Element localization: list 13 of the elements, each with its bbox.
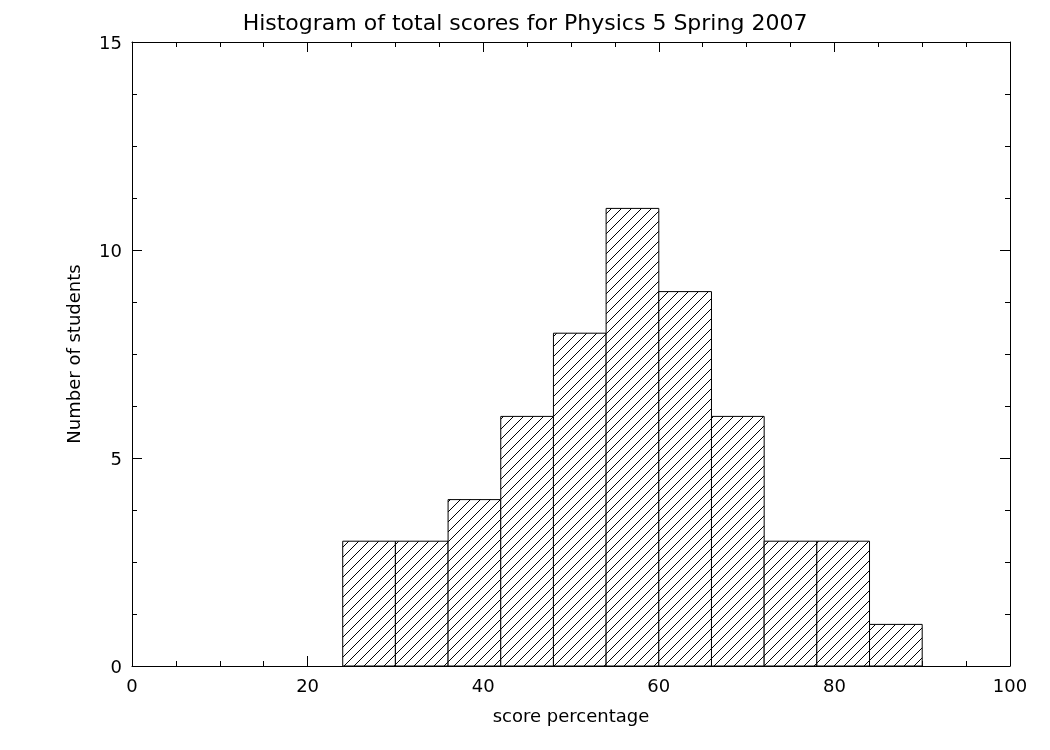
y-tick-label: 15 bbox=[99, 31, 122, 53]
y-tick-label: 0 bbox=[110, 655, 122, 677]
x-tick-label: 100 bbox=[992, 674, 1028, 696]
x-tick-label: 40 bbox=[471, 674, 495, 696]
x-tick-label: 20 bbox=[296, 674, 320, 696]
x-tick-label: 80 bbox=[822, 674, 846, 696]
y-tick-label: 10 bbox=[99, 239, 122, 261]
chart-title: Histogram of total scores for Physics 5 Spring 2007 bbox=[242, 9, 808, 35]
x-tick-label: 0 bbox=[126, 674, 138, 696]
x-tick-label: 60 bbox=[647, 674, 671, 696]
x-axis-title: score percentage bbox=[492, 704, 650, 726]
y-axis-title: Number of students bbox=[62, 264, 84, 444]
y-tick-label: 5 bbox=[110, 447, 122, 469]
